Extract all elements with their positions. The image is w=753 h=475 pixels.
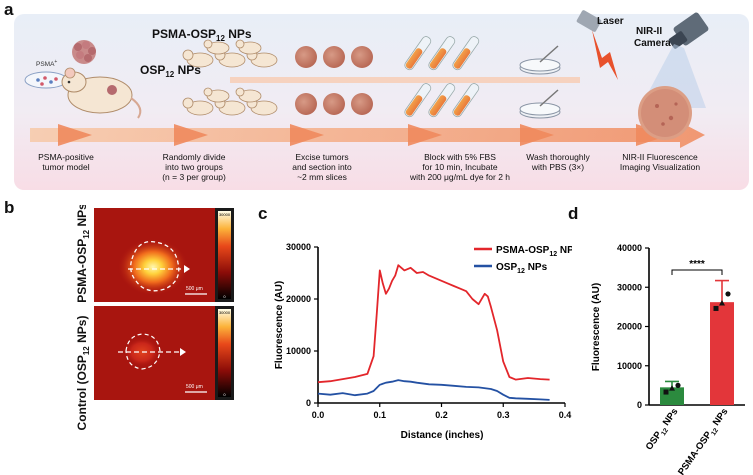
x-axis-label: Distance (inches) [401,430,484,441]
tumor-cluster-icon [72,40,96,64]
step-5-label: Wash thoroughly with PBS (3×) [526,152,590,172]
series-line-psma [317,264,550,384]
tumor-slices-osp [295,93,373,115]
scalebar-top: 500 μm [186,286,203,292]
y-tick-label: 30000 [286,242,311,252]
colorbar-min-bottom: 0 [223,392,226,397]
y-tick-label: 20000 [617,322,642,332]
panel-letter-a: a [4,0,14,19]
tubes-psma [404,36,480,71]
step-6-label: NIR-II Fluorescence Imaging Visualization [620,152,700,172]
flow-arrow [30,122,705,148]
category-label: OSP12 NPs [644,406,682,453]
line-chart: 0.0 0.1 0.2 0.3 0.4 0 10000 20000 30000 Distance… [274,242,572,441]
image-label-control: Control (OSP12 NPs) [75,316,91,431]
panel-b-images: PSMA-OSP12 NPs Control (OSP12 NPs) 500 μ… [75,205,234,431]
step-2-label: Randomly divide into two groups (n = 3 per… [162,152,226,182]
image-psma: 500 μm 30000 0 [94,208,234,302]
image-label-psma: PSMA-OSP12 NPs [75,205,91,303]
group-divider-bar [230,77,580,83]
step-1-label: PSMA-positive tumor model [38,152,94,172]
laser-label: Laser [597,16,624,27]
cell-label: PSMA+ [36,59,57,68]
y-tick-label: 10000 [286,346,311,356]
colorbar-min-top: 0 [223,294,226,299]
data-point [675,382,681,388]
data-point [725,291,731,297]
legend-label-psma: PSMA-OSP12 NPs [496,245,572,258]
significance-bracket: **** [671,259,723,275]
x-tick-label: 0.0 [312,410,325,420]
x-tick-label: 0.3 [497,410,510,420]
x-tick-label: 0.1 [373,410,386,420]
mice-group-psma [182,39,278,68]
colorbar-max-top: 30000 [219,212,231,217]
y-tick-label: 0 [637,400,642,410]
colorbar-max-bottom: 30000 [219,310,231,315]
y-tick-label: 40000 [617,243,642,253]
legend: PSMA-OSP12 NPs OSP12 NPs [474,245,572,275]
y-axis-label: Fluorescence (AU) [274,281,285,369]
step-3-label: Excise tumors and section into ~2 mm slice… [292,152,352,182]
bar-psma [710,302,734,405]
tubes-osp [404,83,480,118]
x-tick-label: 0.4 [559,410,572,420]
panel-letter-b: b [4,198,15,217]
y-tick-label: 0 [306,398,311,408]
data-point [719,299,725,306]
cell-dish-icon [24,71,68,89]
panel-letter-d: d [568,204,579,223]
panel-letter-c: c [258,204,268,223]
data-point [663,389,669,395]
x-tick-label: 0.2 [435,410,448,420]
data-point [669,385,675,391]
mice-group-osp [182,87,278,116]
series-line-osp [317,379,550,401]
mouse-icon [61,67,142,119]
camera-label: NIR-II Camera [634,26,671,49]
y-axis-label: Fluorescence (AU) [591,283,602,371]
y-tick-label: 20000 [286,294,311,304]
y-tick-label: 10000 [617,361,642,371]
category-label: PSMA-OSP12 NPs [676,406,732,475]
wash-dish-top [519,45,561,75]
tumor-slices-psma [295,46,373,68]
group-label-psma: PSMA-OSP12 NPs [152,27,252,43]
significance-label: **** [689,259,705,270]
image-control: 500 μm 30000 0 [94,306,234,400]
imaged-tumor-icon [638,86,692,140]
data-point [713,305,719,311]
y-tick-label: 30000 [617,282,642,292]
legend-label-osp: OSP12 NPs [496,262,548,275]
scalebar-bottom: 500 μm [186,384,203,390]
step-4-label: Block with 5% FBS for 10 min, Incubate wit… [409,152,510,182]
wash-dish-bottom [519,89,561,119]
step-labels: PSMA-positive tumor model Randomly divide… [38,152,700,182]
panel-a-schematic: PSMA+ PSMA-OSP12 NPs OSP12 NPs [14,10,749,190]
laser-icon [576,10,618,80]
